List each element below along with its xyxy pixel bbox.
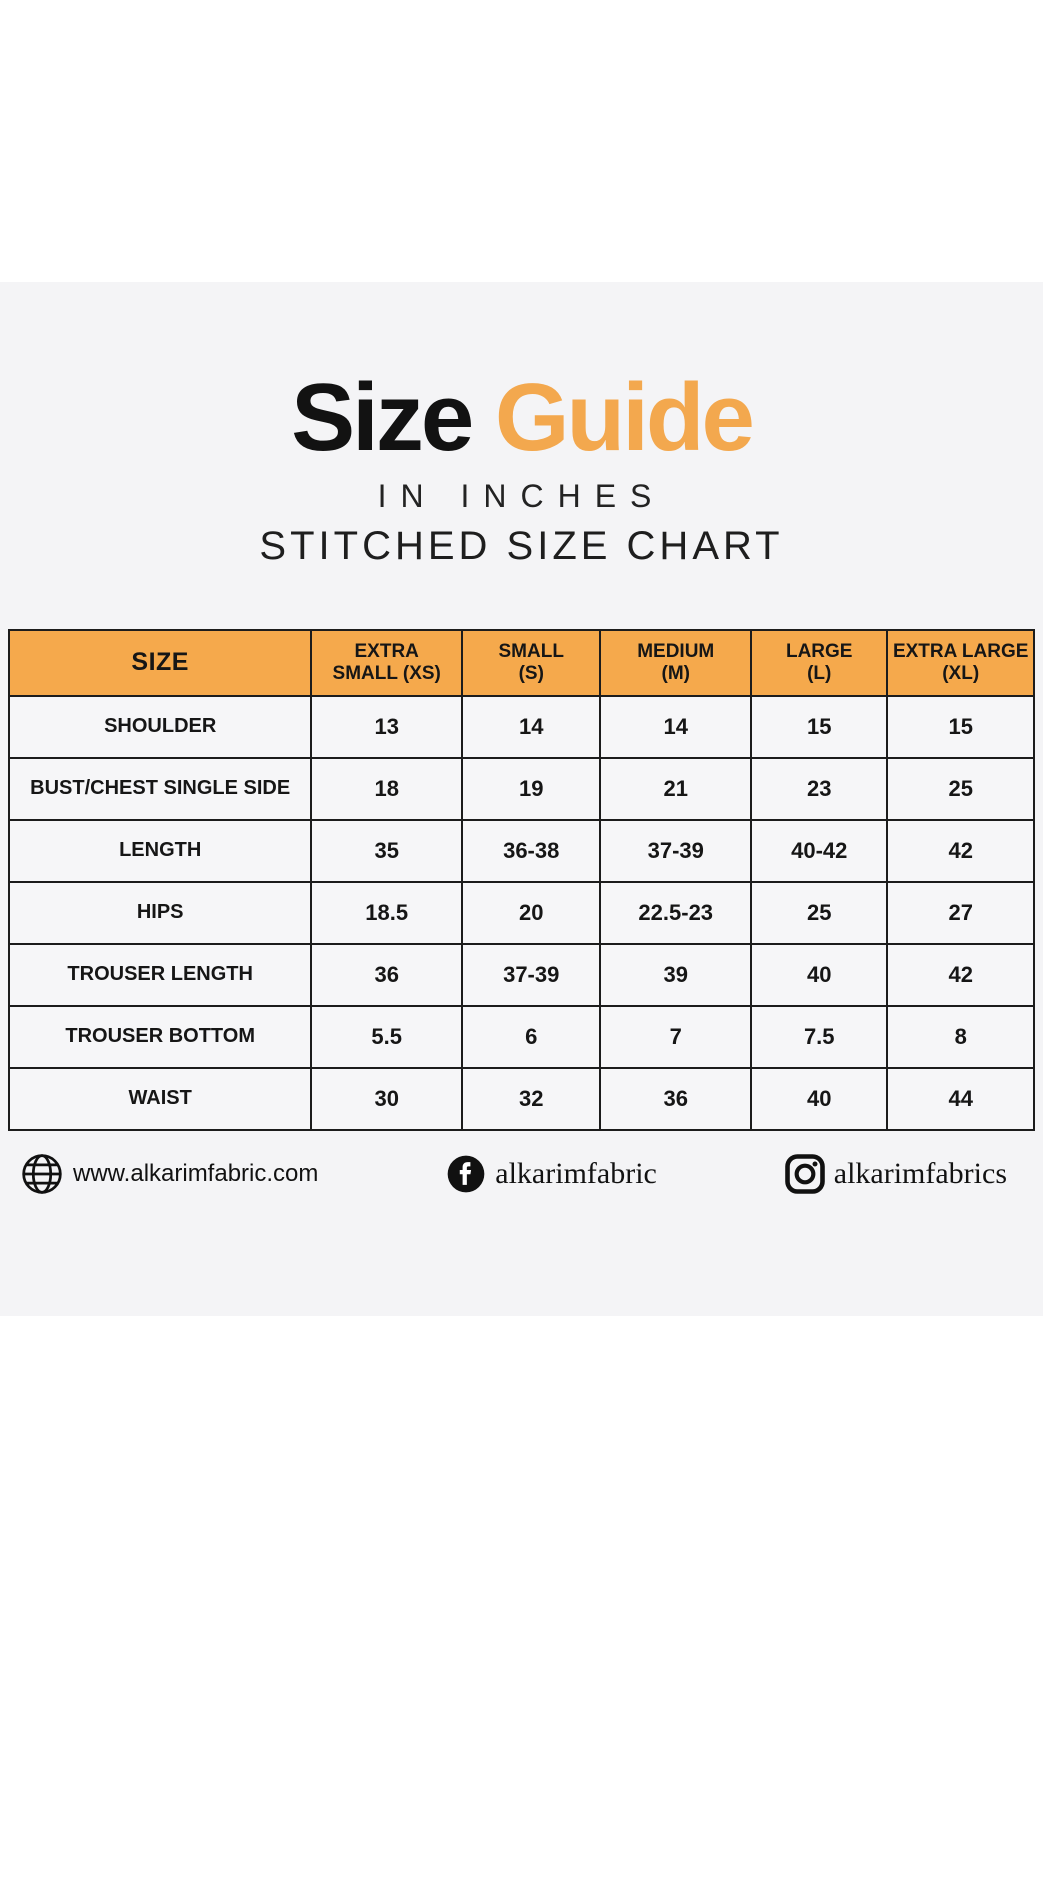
size-value-cell: 40 (750, 1066, 889, 1131)
row-label: TROUSER BOTTOM (7, 1004, 313, 1069)
subtitle-stitched-size-chart: STITCHED SIZE CHART (259, 523, 784, 568)
size-value-cell: 18 (310, 756, 464, 821)
website-item: www.alkarimfabric.com (20, 1152, 318, 1196)
table-row-trouser-length: TROUSER LENGTH 36 37-39 39 40 42 (7, 942, 1035, 1007)
size-value-cell: 14 (461, 694, 602, 759)
size-value-cell: 20 (461, 880, 602, 945)
header-extra-small: EXTRA SMALL (XS) (310, 628, 464, 697)
size-value-cell: 39 (599, 942, 753, 1007)
size-value-cell: 19 (461, 756, 602, 821)
size-value-cell: 35 (310, 818, 464, 883)
size-value-cell: 13 (310, 694, 464, 759)
title-block: Size Guide IN INCHES STITCHED SIZE CHART (0, 370, 1043, 570)
row-label: BUST/CHEST SINGLE SIDE (7, 756, 313, 821)
size-value-cell: 37-39 (599, 818, 753, 883)
row-label: HIPS (7, 880, 313, 945)
size-value-cell: 25 (750, 880, 889, 945)
size-value-cell: 7 (599, 1004, 753, 1069)
row-label: TROUSER LENGTH (7, 942, 313, 1007)
header-large: LARGE (L) (750, 628, 889, 697)
size-value-cell: 42 (886, 942, 1035, 1007)
size-value-cell: 21 (599, 756, 753, 821)
size-value-cell: 36-38 (461, 818, 602, 883)
size-value-cell: 40 (750, 942, 889, 1007)
header-extra-large: EXTRA LARGE (XL) (886, 628, 1035, 697)
size-value-cell: 7.5 (750, 1004, 889, 1069)
size-value-cell: 6 (461, 1004, 602, 1069)
header-size: SIZE (7, 628, 313, 697)
website-url: www.alkarimfabric.com (73, 1159, 319, 1187)
instagram-icon (784, 1153, 825, 1194)
instagram-item: alkarimfabrics (784, 1153, 1007, 1194)
table-body: SHOULDER 13 14 14 15 15 BUST/CHEST SINGL… (7, 694, 1035, 1131)
size-value-cell: 36 (310, 942, 464, 1007)
size-value-cell: 8 (886, 1004, 1035, 1069)
size-value-cell: 30 (310, 1066, 464, 1131)
facebook-handle: alkarimfabric (495, 1156, 657, 1190)
footer: www.alkarimfabric.com alkarimfabric alka… (20, 1152, 1007, 1196)
table-row-trouser-bottom: TROUSER BOTTOM 5.5 6 7 7.5 8 (7, 1004, 1035, 1069)
table-row-waist: WAIST 30 32 36 40 44 (7, 1066, 1035, 1131)
table-header: SIZE EXTRA SMALL (XS) SMALL (S) MEDIUM (… (7, 628, 1035, 697)
size-value-cell: 32 (461, 1066, 602, 1131)
title-size: Size (291, 364, 474, 471)
size-value-cell: 27 (886, 880, 1035, 945)
size-guide-panel: Size Guide IN INCHES STITCHED SIZE CHART… (0, 282, 1043, 1316)
size-value-cell: 37-39 (461, 942, 602, 1007)
table-row-hips: HIPS 18.5 20 22.5-23 25 27 (7, 880, 1035, 945)
size-value-cell: 44 (886, 1066, 1035, 1131)
size-value-cell: 22.5-23 (599, 880, 753, 945)
size-value-cell: 40-42 (750, 818, 889, 883)
size-value-cell: 23 (750, 756, 889, 821)
globe-icon (20, 1152, 64, 1196)
size-value-cell: 25 (886, 756, 1035, 821)
instagram-handle: alkarimfabrics (833, 1156, 1007, 1190)
row-label: LENGTH (7, 818, 313, 883)
size-value-cell: 42 (886, 818, 1035, 883)
facebook-item: alkarimfabric (446, 1154, 657, 1194)
size-value-cell: 15 (886, 694, 1035, 759)
header-medium: MEDIUM (M) (599, 628, 753, 697)
row-label: SHOULDER (7, 694, 313, 759)
row-label: WAIST (7, 1066, 313, 1131)
table-row-shoulder: SHOULDER 13 14 14 15 15 (7, 694, 1035, 759)
size-value-cell: 18.5 (310, 880, 464, 945)
header-small: SMALL (S) (461, 628, 602, 697)
table-row-bust-chest: BUST/CHEST SINGLE SIDE 18 19 21 23 25 (7, 756, 1035, 821)
page-title: Size Guide (0, 370, 1043, 466)
size-value-cell: 5.5 (310, 1004, 464, 1069)
size-value-cell: 36 (599, 1066, 753, 1131)
header-row: SIZE EXTRA SMALL (XS) SMALL (S) MEDIUM (… (7, 628, 1035, 697)
subtitle-in-inches: IN INCHES (377, 478, 666, 515)
title-guide: Guide (494, 364, 755, 471)
size-value-cell: 14 (599, 694, 753, 759)
facebook-icon (446, 1154, 486, 1194)
table-row-length: LENGTH 35 36-38 37-39 40-42 42 (7, 818, 1035, 883)
size-value-cell: 15 (750, 694, 889, 759)
size-chart-table: SIZE EXTRA SMALL (XS) SMALL (S) MEDIUM (… (7, 628, 1035, 1131)
